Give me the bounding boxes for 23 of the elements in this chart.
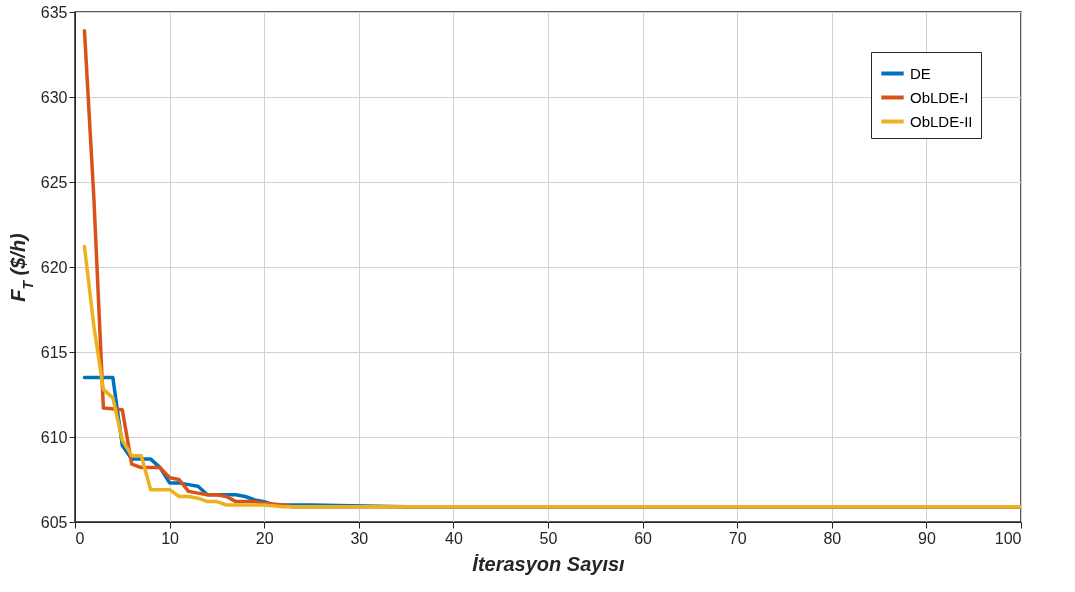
- y-tick-label: 620: [40, 258, 68, 276]
- x-axis-title: İterasyon Sayısı: [472, 552, 626, 575]
- x-tick-label: 90: [918, 529, 936, 547]
- line-series: [82, 244, 1021, 509]
- x-tick-label: 60: [634, 529, 653, 547]
- y-tick-label: 630: [40, 88, 68, 106]
- x-tick-label: 70: [728, 529, 747, 547]
- x-tick-label: 30: [350, 529, 369, 547]
- legend-label: ObLDE-I: [910, 88, 969, 106]
- y-tick-label: 625: [40, 173, 68, 191]
- x-tick-label: 80: [823, 529, 842, 547]
- x-tick-label: 50: [539, 529, 558, 547]
- legend-label: DE: [910, 64, 931, 82]
- x-tick-label: 20: [255, 529, 274, 547]
- y-tick-label: 610: [40, 428, 68, 446]
- y-tick-label: 635: [40, 3, 68, 21]
- legend-label: ObLDE-II: [910, 112, 973, 130]
- x-tick-label: 40: [445, 529, 463, 547]
- x-tick-label: 100: [994, 529, 1022, 547]
- x-tick-label: 0: [75, 529, 85, 547]
- y-tick-label: 605: [40, 513, 68, 531]
- x-tick-label: 10: [161, 529, 180, 547]
- y-tick-label: 615: [40, 343, 68, 361]
